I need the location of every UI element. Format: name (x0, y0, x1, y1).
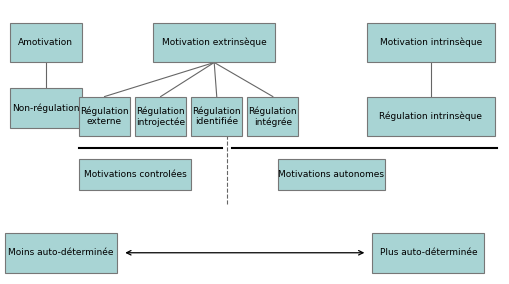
Text: Régulation
identifiée: Régulation identifiée (192, 106, 241, 126)
Text: Plus auto-déterminée: Plus auto-déterminée (379, 248, 476, 257)
FancyBboxPatch shape (5, 233, 117, 273)
Text: Régulation
introjectée: Régulation introjectée (136, 106, 185, 127)
FancyBboxPatch shape (366, 97, 494, 136)
Text: Régulation
externe: Régulation externe (80, 106, 129, 126)
Text: Motivation intrinsèque: Motivation intrinsèque (379, 38, 481, 47)
Text: Moins auto-déterminée: Moins auto-déterminée (9, 248, 114, 257)
FancyBboxPatch shape (153, 23, 275, 62)
FancyBboxPatch shape (79, 159, 191, 190)
FancyBboxPatch shape (247, 97, 298, 136)
FancyBboxPatch shape (79, 97, 130, 136)
FancyBboxPatch shape (191, 97, 242, 136)
Text: Régulation intrinsèque: Régulation intrinsèque (379, 112, 482, 121)
Text: Régulation
intégrée: Régulation intégrée (248, 106, 297, 127)
Text: Amotivation: Amotivation (18, 38, 73, 47)
FancyBboxPatch shape (366, 23, 494, 62)
Text: Motivations controlées: Motivations controlées (83, 170, 186, 179)
FancyBboxPatch shape (10, 88, 81, 128)
Text: Non-régulation: Non-régulation (12, 103, 79, 113)
Text: Motivations autonomes: Motivations autonomes (278, 170, 384, 179)
FancyBboxPatch shape (372, 233, 484, 273)
FancyBboxPatch shape (135, 97, 186, 136)
FancyBboxPatch shape (10, 23, 81, 62)
Text: Motivation extrinsèque: Motivation extrinsèque (161, 38, 266, 47)
FancyBboxPatch shape (277, 159, 384, 190)
